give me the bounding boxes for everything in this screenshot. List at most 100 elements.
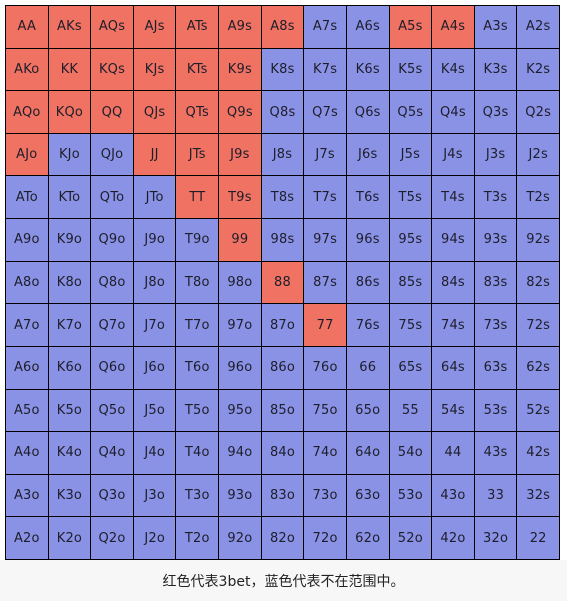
hand-cell-a5s: A5s [389, 6, 432, 48]
hand-cell-kto: KTo [48, 176, 91, 219]
hand-cell-qjs: QJs [133, 91, 176, 133]
hand-cell-j3s: J3s [474, 133, 517, 176]
hand-cell-j9s: J9s [219, 133, 261, 176]
hand-cell-96s: 96s [346, 219, 389, 261]
hand-cell-j3o: J3o [133, 474, 176, 517]
hand-cell-92s: 92s [517, 219, 559, 261]
hand-cell-52o: 52o [389, 517, 432, 559]
hand-cell-a4s: A4s [432, 6, 474, 48]
hand-cell-j7s: J7s [304, 133, 346, 176]
hand-cell-84o: 84o [261, 432, 304, 474]
hand-cell-aqs: AQs [91, 6, 133, 48]
hand-cell-85s: 85s [389, 261, 432, 304]
hand-cell-ajo: AJo [6, 133, 48, 176]
hand-cell-98o: 98o [219, 261, 261, 304]
hand-cell-t9o: T9o [176, 219, 219, 261]
hand-cell-62o: 62o [346, 517, 389, 559]
hand-cell-82s: 82s [517, 261, 559, 304]
hand-cell-54o: 54o [389, 432, 432, 474]
hand-cell-a7s: A7s [304, 6, 346, 48]
hand-cell-a9s: A9s [219, 6, 261, 48]
hand-cell-t2o: T2o [176, 517, 219, 559]
hand-cell-95s: 95s [389, 219, 432, 261]
hand-cell-q6s: Q6s [346, 91, 389, 133]
hand-cell-kqo: KQo [48, 91, 91, 133]
hand-cell-99: 99 [219, 219, 261, 261]
hand-cell-j4o: J4o [133, 432, 176, 474]
hand-cell-74s: 74s [432, 304, 474, 346]
hand-cell-k5s: K5s [389, 48, 432, 91]
hand-cell-a3o: A3o [6, 474, 48, 517]
hand-cell-53o: 53o [389, 474, 432, 517]
hand-cell-95o: 95o [219, 389, 261, 432]
hand-cell-97o: 97o [219, 304, 261, 346]
hand-cell-k4o: K4o [48, 432, 91, 474]
hand-cell-q7o: Q7o [91, 304, 133, 346]
hand-cell-74o: 74o [304, 432, 346, 474]
hand-cell-k7s: K7s [304, 48, 346, 91]
hand-cell-62s: 62s [517, 346, 559, 389]
hand-cell-86s: 86s [346, 261, 389, 304]
hand-cell-96o: 96o [219, 346, 261, 389]
hand-cell-t8o: T8o [176, 261, 219, 304]
hand-range-grid: AA AKs AQs AJs ATs A9s A8s A7s A6s A5s A4s A3s A2s AK… [5, 5, 560, 560]
hand-cell-q8o: Q8o [91, 261, 133, 304]
hand-cell-k9s: K9s [219, 48, 261, 91]
hand-cell-a8o: A8o [6, 261, 48, 304]
hand-cell-a5o: A5o [6, 389, 48, 432]
hand-cell-kjs: KJs [133, 48, 176, 91]
hand-cell-k6s: K6s [346, 48, 389, 91]
hand-cell-kts: KTs [176, 48, 219, 91]
hand-cell-93s: 93s [474, 219, 517, 261]
hand-cell-54s: 54s [432, 389, 474, 432]
hand-cell-73s: 73s [474, 304, 517, 346]
hand-cell-k2o: K2o [48, 517, 91, 559]
hand-cell-jj: JJ [133, 133, 176, 176]
hand-cell-aks: AKs [48, 6, 91, 48]
hand-cell-75s: 75s [389, 304, 432, 346]
hand-cell-84s: 84s [432, 261, 474, 304]
hand-cell-t9s: T9s [219, 176, 261, 219]
hand-cell-q6o: Q6o [91, 346, 133, 389]
hand-cell-j5o: J5o [133, 389, 176, 432]
range-legend-caption: 红色代表3bet，蓝色代表不在范围中。 [162, 573, 405, 590]
hand-cell-k6o: K6o [48, 346, 91, 389]
hand-cell-a6o: A6o [6, 346, 48, 389]
hand-range-chart: AA AKs AQs AJs ATs A9s A8s A7s A6s A5s A4s A3s A2s AK… [5, 5, 560, 560]
hand-cell-q2s: Q2s [517, 91, 559, 133]
hand-cell-j5s: J5s [389, 133, 432, 176]
hand-cell-k7o: K7o [48, 304, 91, 346]
hand-cell-j4s: J4s [432, 133, 474, 176]
hand-cell-a7o: A7o [6, 304, 48, 346]
hand-cell-aqo: AQo [6, 91, 48, 133]
hand-cell-t4o: T4o [176, 432, 219, 474]
hand-cell-t7o: T7o [176, 304, 219, 346]
hand-cell-64o: 64o [346, 432, 389, 474]
hand-cell-77: 77 [304, 304, 346, 346]
hand-cell-t5s: T5s [389, 176, 432, 219]
hand-cell-k5o: K5o [48, 389, 91, 432]
hand-cell-83o: 83o [261, 474, 304, 517]
hand-cell-j8s: J8s [261, 133, 304, 176]
hand-cell-qto: QTo [91, 176, 133, 219]
hand-cell-a6s: A6s [346, 6, 389, 48]
hand-cell-q3s: Q3s [474, 91, 517, 133]
hand-cell-63o: 63o [346, 474, 389, 517]
hand-cell-jts: JTs [176, 133, 219, 176]
hand-cell-43s: 43s [474, 432, 517, 474]
hand-cell-76s: 76s [346, 304, 389, 346]
hand-cell-55: 55 [389, 389, 432, 432]
hand-cell-a2s: A2s [517, 6, 559, 48]
hand-cell-k3s: K3s [474, 48, 517, 91]
hand-cell-43o: 43o [432, 474, 474, 517]
hand-cell-t3s: T3s [474, 176, 517, 219]
hand-cell-ajs: AJs [133, 6, 176, 48]
hand-cell-65o: 65o [346, 389, 389, 432]
hand-cell-72s: 72s [517, 304, 559, 346]
hand-cell-q3o: Q3o [91, 474, 133, 517]
hand-cell-97s: 97s [304, 219, 346, 261]
hand-cell-72o: 72o [304, 517, 346, 559]
hand-cell-j2o: J2o [133, 517, 176, 559]
hand-cell-86o: 86o [261, 346, 304, 389]
hand-cell-kqs: KQs [91, 48, 133, 91]
